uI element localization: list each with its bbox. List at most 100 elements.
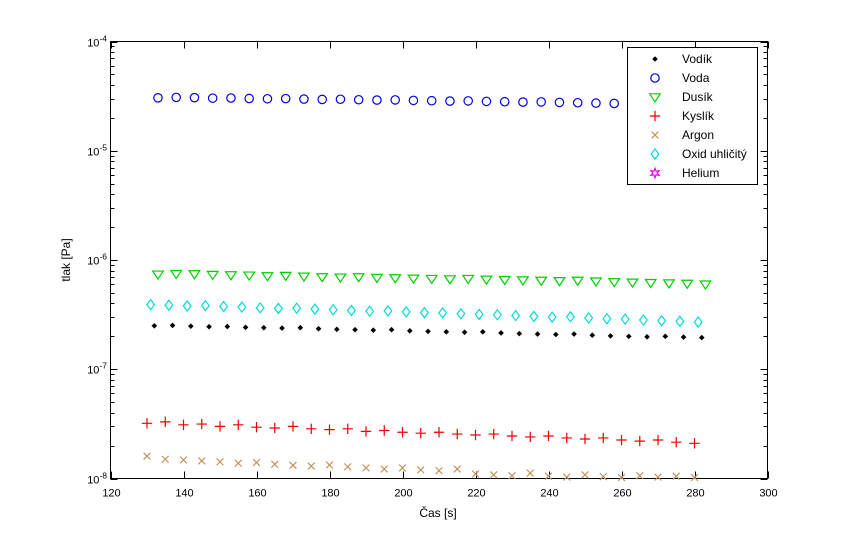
data-point-kyslik: [415, 427, 426, 439]
data-point-oxid-uhlicity: [146, 298, 156, 311]
x-tick-label: 300: [759, 488, 777, 500]
axes-layer: 120 140 160 180 200 220 240 260 280 300 10-4 10-5 10…: [87, 34, 777, 500]
data-point-vodik: [425, 328, 431, 335]
data-point-vodik: [680, 334, 687, 340]
data-point-dusik: [699, 280, 712, 291]
data-point-vodik: [534, 331, 541, 337]
data-point-voda: [372, 95, 382, 105]
data-point-voda: [207, 93, 218, 103]
data-point-voda: [445, 96, 455, 106]
data-point-vodik: [188, 323, 194, 329]
x-tick-label: 200: [394, 488, 412, 500]
data-point-dusik: [498, 275, 512, 286]
data-point-kyslik: [433, 427, 445, 438]
y-tick-label: 10-5: [87, 143, 107, 159]
legend-label: Oxid uhličitý: [682, 146, 747, 161]
data-point-kyslik: [488, 428, 499, 440]
x-tick-label: 240: [540, 488, 558, 500]
data-point-argon: [289, 461, 297, 470]
legend-marker-kyslik: [649, 110, 661, 122]
data-point-dusik: [571, 276, 585, 287]
data-point-oxid-uhlicity: [328, 303, 338, 316]
series-argon: [143, 452, 699, 482]
series-oxid-uhlicity: [146, 298, 703, 329]
data-point-oxid-uhlicity: [620, 313, 630, 326]
y-axis-label: tlak [Pa]: [59, 238, 73, 281]
legend-marker-argon: [651, 131, 659, 139]
vodik-dot-marker-icon: [652, 56, 658, 63]
data-point-vodik: [498, 330, 504, 336]
data-point-argon: [471, 470, 480, 478]
data-point-dusik: [589, 277, 603, 288]
data-point-argon: [635, 471, 644, 480]
data-point-kyslik: [671, 436, 682, 448]
data-point-voda: [554, 97, 565, 108]
legend-label: Voda: [682, 71, 710, 86]
data-point-vodik: [297, 324, 304, 331]
legend-label: Helium: [682, 165, 720, 180]
data-point-vodik: [224, 323, 231, 330]
x-tick-label: 280: [686, 488, 704, 500]
data-point-voda: [317, 94, 327, 105]
series-vodik: [151, 322, 705, 341]
data-point-dusik: [206, 270, 220, 281]
data-point-vodik: [151, 322, 158, 329]
data-point-oxid-uhlicity: [438, 306, 448, 319]
data-point-dusik: [242, 271, 256, 282]
data-point-voda: [463, 96, 473, 106]
data-point-voda: [262, 93, 273, 104]
data-point-vodik: [699, 334, 705, 341]
data-point-kyslik: [360, 426, 372, 437]
data-point-vodik: [626, 333, 632, 340]
data-point-oxid-uhlicity: [401, 305, 411, 318]
data-point-voda: [353, 94, 364, 105]
series-dusik: [151, 269, 712, 291]
data-point-vodik: [516, 330, 523, 337]
data-point-argon: [544, 472, 553, 481]
data-point-kyslik: [506, 430, 518, 442]
data-point-vodik: [571, 331, 577, 337]
data-point-oxid-uhlicity: [602, 312, 612, 325]
data-point-dusik: [224, 271, 238, 281]
data-point-dusik: [188, 270, 201, 280]
data-point-argon: [380, 465, 389, 473]
data-point-voda: [536, 97, 546, 107]
x-axis-label: Čas [s]: [419, 505, 456, 520]
y-tick-label: 10-6: [87, 252, 107, 268]
data-point-dusik: [261, 272, 274, 282]
legend-item-voda: Voda: [628, 69, 757, 88]
data-point-oxid-uhlicity: [164, 299, 174, 312]
data-point-oxid-uhlicity: [292, 302, 302, 315]
data-point-kyslik: [616, 434, 627, 446]
data-point-oxid-uhlicity: [255, 301, 265, 314]
data-point-kyslik: [561, 432, 572, 444]
data-point-voda: [335, 94, 346, 105]
data-point-dusik: [279, 271, 293, 282]
data-point-kyslik: [214, 421, 226, 432]
data-point-vodik: [334, 326, 340, 333]
data-point-kyslik: [543, 430, 554, 442]
data-point-dusik: [553, 277, 566, 287]
legend-marker-oxid-uhlicity: [650, 147, 660, 160]
data-point-voda: [481, 96, 492, 107]
data-point-vodik: [279, 325, 285, 331]
data-point-argon: [581, 471, 589, 479]
data-point-vodik: [607, 333, 614, 339]
data-point-kyslik: [452, 428, 463, 440]
data-point-argon: [143, 452, 151, 461]
data-point-argon: [325, 461, 334, 469]
data-point-oxid-uhlicity: [638, 314, 648, 327]
y-tick-label: 10-8: [87, 471, 107, 487]
data-point-dusik: [534, 276, 548, 287]
data-point-dusik: [443, 275, 457, 285]
data-point-kyslik: [579, 433, 591, 445]
data-point-argon: [270, 460, 279, 469]
data-point-kyslik: [470, 429, 481, 441]
data-point-oxid-uhlicity: [456, 307, 466, 320]
data-point-kyslik: [233, 419, 244, 431]
legend-box[interactable]: Vodík Voda Dusík Kyslík Argon Oxid uhlič…: [627, 47, 758, 185]
data-point-argon: [508, 471, 516, 480]
data-point-vodik: [169, 322, 176, 329]
data-point-oxid-uhlicity: [657, 314, 667, 327]
